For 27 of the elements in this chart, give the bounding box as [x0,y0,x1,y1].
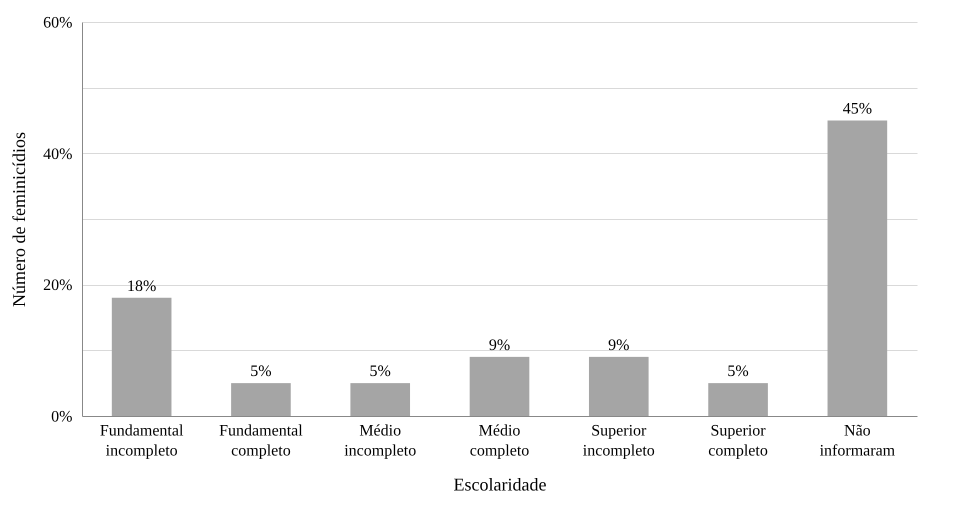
x-tick-label: Não informaram [820,422,896,460]
x-axis-title: Escolaridade [454,474,546,494]
y-tick-label: 60% [43,14,72,32]
x-tick-label: Médio completo [470,422,530,460]
data-label: 45% [842,100,872,118]
x-tick-label: Superior incompleto [582,422,655,460]
data-label: 5% [727,363,749,380]
x-tick-label: Fundamental incompleto [100,422,184,460]
bar [588,356,649,416]
y-tick-label: 20% [43,277,72,294]
x-tick-label: Médio incompleto [344,422,416,460]
x-tick-label: Superior completo [708,422,768,460]
bar [828,120,888,416]
data-label: 5% [250,363,272,380]
y-tick-label: 40% [43,146,72,163]
bar [112,298,172,416]
data-label: 5% [370,363,391,380]
x-tick-label: Fundamental completo [219,422,304,460]
data-label: 9% [608,336,630,354]
bar [350,383,410,416]
y-axis-title: Número de feminicídios [9,132,30,307]
bar [708,383,768,416]
data-label: 9% [488,336,510,354]
data-label: 18% [126,278,156,295]
bar [231,383,291,416]
y-tick-label: 0% [51,408,72,426]
bar [470,356,530,416]
